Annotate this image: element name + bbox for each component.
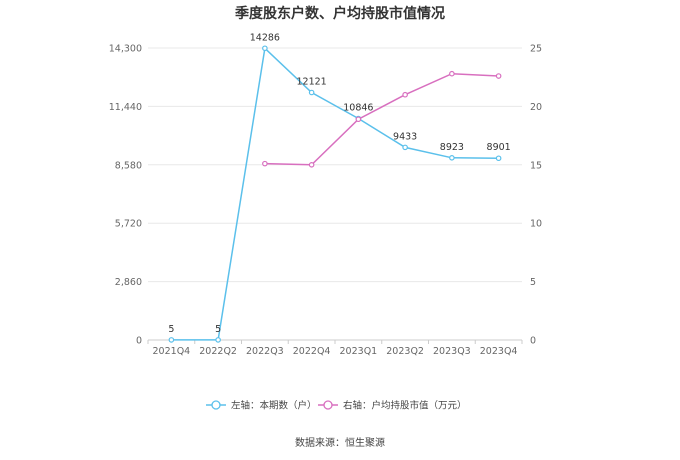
right-tick-label: 25 [530, 44, 542, 55]
right-tick-label: 20 [530, 102, 542, 113]
left-tick-label: 2,860 [115, 277, 142, 288]
data-point [168, 337, 175, 343]
series-line [171, 46, 499, 341]
data-label: 14286 [250, 32, 280, 43]
x-tick-label: 2022Q4 [293, 346, 331, 357]
data-label: 8901 [487, 142, 511, 153]
x-tick-label: 2021Q4 [153, 346, 191, 357]
x-tick-label: 2022Q2 [199, 346, 237, 357]
data-point [262, 160, 268, 167]
x-tick-label: 2023Q3 [433, 346, 471, 357]
left-tick-label: 14,300 [109, 44, 142, 55]
data-point [495, 155, 502, 162]
data-point [355, 116, 362, 123]
x-tick-label: 2023Q2 [386, 346, 424, 357]
source-note: 数据来源：恒生聚源 [295, 436, 385, 449]
legend-item-1[interactable]: 左轴：本期数（户） [206, 400, 317, 412]
chart-title: 季度股东户数、户均持股市值情况 [234, 5, 445, 22]
data-point [308, 162, 315, 168]
data-point [262, 45, 268, 52]
left-tick-label: 11,440 [109, 102, 142, 113]
x-tick-label: 2022Q3 [246, 346, 284, 357]
series-1: 5 5 14286 12121 10846 9433 8923 8901 [168, 32, 511, 343]
left-tick-label: 0 [136, 336, 142, 347]
data-label: 9433 [393, 131, 417, 142]
data-point [449, 70, 455, 77]
legend-marker [323, 400, 333, 410]
data-point [402, 144, 408, 151]
right-tick-label: 10 [530, 219, 542, 230]
data-label: 10846 [343, 103, 373, 114]
left-axis: 0 2,860 5,720 8,580 11,440 14,300 [109, 44, 142, 347]
data-point [449, 154, 455, 161]
right-tick-label: 5 [530, 277, 536, 288]
data-label: 8923 [440, 142, 464, 153]
data-label: 12121 [297, 76, 327, 87]
legend-label: 左轴：本期数（户） [231, 400, 317, 412]
x-axis: 2021Q4 2022Q2 2022Q3 2022Q4 2023Q1 2023Q2 2023… [147, 340, 523, 357]
x-tick-label: 2023Q1 [340, 346, 378, 357]
legend-item-2[interactable]: 右轴：户均持股市值（万元） [318, 400, 467, 412]
series-2 [262, 70, 502, 168]
left-tick-label: 5,720 [115, 219, 142, 230]
data-label: 5 [215, 324, 221, 335]
series-line [264, 72, 499, 166]
legend-marker [211, 400, 221, 410]
right-tick-label: 15 [530, 160, 542, 171]
x-tick-label: 2023Q4 [480, 346, 518, 357]
left-tick-label: 8,580 [115, 160, 142, 171]
data-label: 5 [168, 324, 174, 335]
data-point [495, 73, 502, 79]
right-tick-label: 0 [530, 336, 536, 347]
legend[interactable]: 左轴：本期数（户） 右轴：户均持股市值（万元） [206, 400, 467, 412]
data-point [308, 89, 315, 96]
right-axis: 0 5 10 15 20 25 [530, 44, 542, 347]
series-group: 5 5 14286 12121 10846 9433 8923 8901 [168, 32, 511, 343]
legend-label: 右轴：户均持股市值（万元） [343, 400, 467, 412]
data-point [402, 91, 408, 98]
data-point [215, 337, 221, 343]
grid-lines [148, 47, 522, 341]
